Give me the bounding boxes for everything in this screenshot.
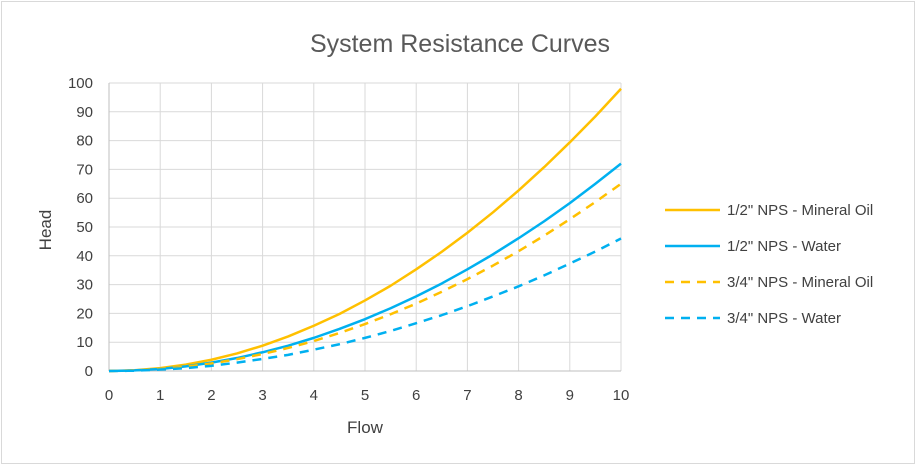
x-tick-label: 1 xyxy=(156,387,164,404)
x-tick-label: 4 xyxy=(310,387,318,404)
y-tick-label: 70 xyxy=(76,161,93,178)
series-line-1 xyxy=(108,87,622,373)
x-tick-label: 6 xyxy=(412,387,420,404)
chart-canvas: System Resistance Curves 010203040506070… xyxy=(36,30,873,437)
x-tick-label: 2 xyxy=(207,387,215,404)
y-tick-label: 10 xyxy=(76,334,93,351)
y-tick-label: 50 xyxy=(76,219,93,236)
x-axis-title: Flow xyxy=(347,418,384,437)
y-tick-label: 80 xyxy=(76,133,93,150)
series-line-3 xyxy=(108,182,622,373)
legend-label-2: 1/2" NPS - Water xyxy=(727,238,841,255)
x-tick-label: 8 xyxy=(514,387,522,404)
y-tick-label: 90 xyxy=(76,104,93,121)
y-tick-label: 20 xyxy=(76,305,93,322)
x-tick-label: 7 xyxy=(463,387,471,404)
y-tick-label: 40 xyxy=(76,248,93,265)
x-tick-label: 0 xyxy=(105,387,113,404)
tick-labels: 0 10 20 30 40 50 60 70 80 90 100 0 1 2 3 4 5 6 7 8 9 10 xyxy=(68,75,629,404)
series-line-4 xyxy=(108,237,622,373)
y-tick-label: 30 xyxy=(76,277,93,294)
y-tick-label: 100 xyxy=(68,75,93,92)
x-tick-label: 10 xyxy=(613,387,630,404)
axes xyxy=(108,83,621,372)
series-lines xyxy=(108,87,622,373)
legend: 1/2" NPS - Mineral Oil 1/2" NPS - Water 3/… xyxy=(665,202,873,327)
x-tick-label: 5 xyxy=(361,387,369,404)
legend-label-3: 3/4" NPS - Mineral Oil xyxy=(727,274,873,291)
chart-title: System Resistance Curves xyxy=(310,30,610,58)
grid xyxy=(109,82,622,371)
x-tick-label: 9 xyxy=(566,387,574,404)
legend-label-4: 3/4" NPS - Water xyxy=(727,310,841,327)
y-tick-label: 0 xyxy=(85,363,93,380)
x-tick-label: 3 xyxy=(258,387,266,404)
chart-area: System Resistance Curves 0 10 20 30 40 50 60 70… xyxy=(1,1,915,464)
legend-label-1: 1/2" NPS - Mineral Oil xyxy=(727,202,873,219)
y-tick-label: 60 xyxy=(76,190,93,207)
y-axis-title: Head xyxy=(36,210,55,251)
